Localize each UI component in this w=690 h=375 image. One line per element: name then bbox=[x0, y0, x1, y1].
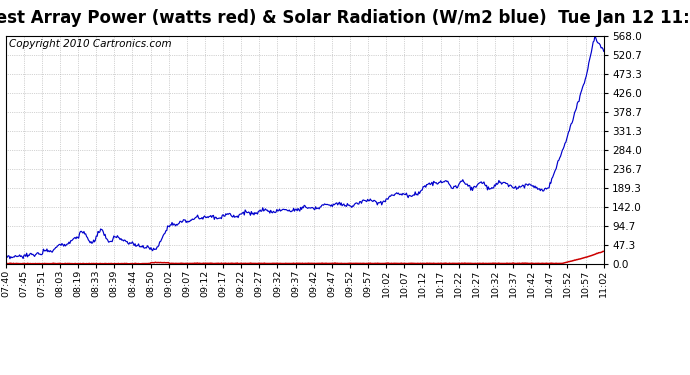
Text: Copyright 2010 Cartronics.com: Copyright 2010 Cartronics.com bbox=[8, 39, 171, 49]
Text: West Array Power (watts red) & Solar Radiation (W/m2 blue)  Tue Jan 12 11:05: West Array Power (watts red) & Solar Rad… bbox=[0, 9, 690, 27]
